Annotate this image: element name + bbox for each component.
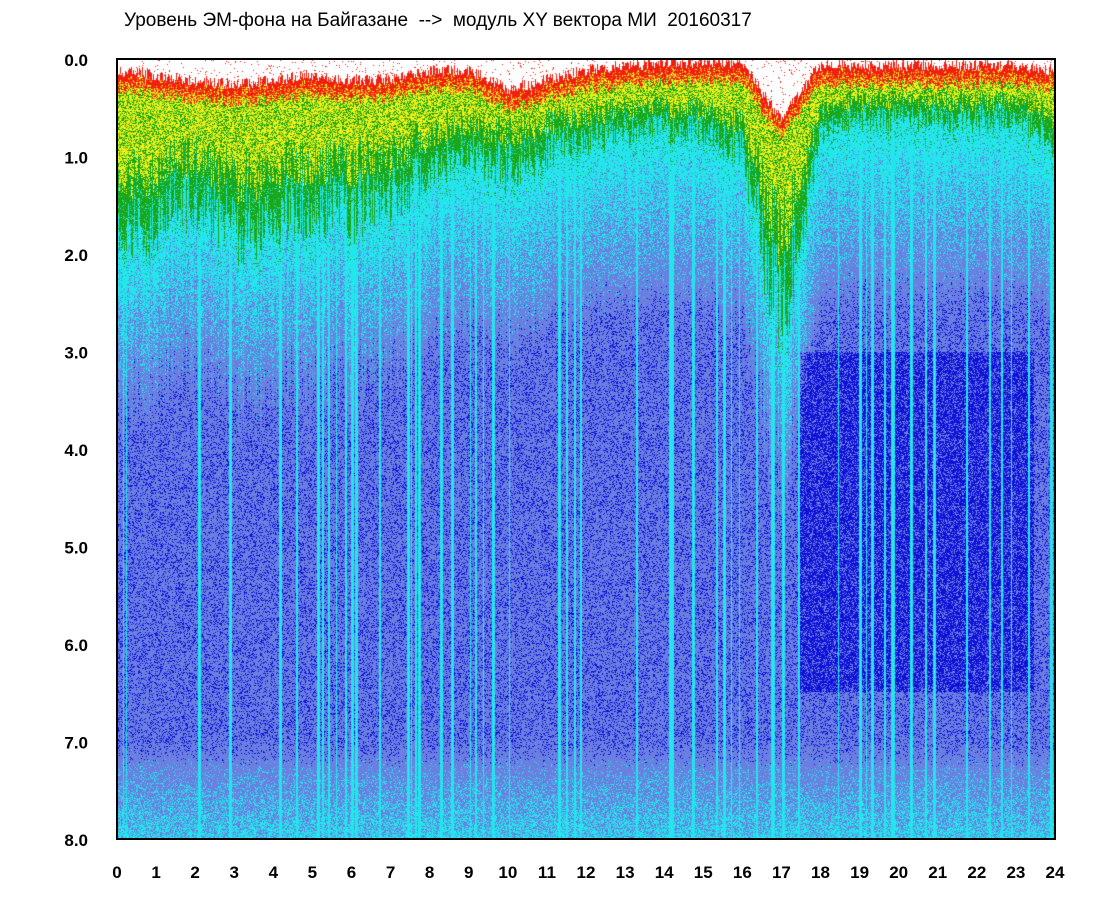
x-tick-label: 17 xyxy=(772,863,791,882)
x-tick-label: 11 xyxy=(538,863,556,882)
x-tick-label: 15 xyxy=(694,863,713,882)
y-axis-ticks: 0.0 1.0 2.0 3.0 4.0 5.0 6.0 7.0 8.0 xyxy=(64,51,88,850)
x-tick-label: 2 xyxy=(190,863,199,882)
x-tick-label: 13 xyxy=(616,863,635,882)
x-tick-label: 18 xyxy=(811,863,830,882)
plot-area xyxy=(116,58,1056,840)
x-tick-label: 19 xyxy=(850,863,869,882)
x-tick-label: 9 xyxy=(464,863,473,882)
y-tick-label: 0.0 xyxy=(64,51,88,70)
x-tick-label: 5 xyxy=(308,863,317,882)
x-tick-label: 10 xyxy=(498,863,517,882)
y-tick-label: 7.0 xyxy=(64,734,88,753)
x-tick-label: 1 xyxy=(151,863,160,882)
y-tick-label: 5.0 xyxy=(64,539,88,558)
x-tick-label: 22 xyxy=(967,863,986,882)
y-tick-label: 8.0 xyxy=(64,831,88,850)
x-tick-label: 3 xyxy=(230,863,239,882)
y-tick-label: 6.0 xyxy=(64,636,88,655)
x-tick-label: 23 xyxy=(1006,863,1025,882)
y-tick-label: 2.0 xyxy=(64,246,88,265)
heatmap-canvas xyxy=(118,60,1054,838)
x-axis-ticks: 0 1 2 3 4 5 6 7 8 9 10 11 12 13 14 15 16 17 18 19 20 21 22 23 24 xyxy=(112,863,1065,882)
x-tick-label: 0 xyxy=(112,863,121,882)
y-tick-label: 1.0 xyxy=(64,149,88,168)
x-tick-label: 6 xyxy=(347,863,356,882)
x-tick-label: 20 xyxy=(889,863,908,882)
y-tick-label: 3.0 xyxy=(64,344,88,363)
x-tick-label: 16 xyxy=(733,863,752,882)
x-tick-label: 12 xyxy=(577,863,596,882)
x-tick-label: 7 xyxy=(386,863,395,882)
y-tick-label: 4.0 xyxy=(64,441,88,460)
x-tick-label: 4 xyxy=(269,863,279,882)
x-tick-label: 24 xyxy=(1046,863,1065,882)
chart-title: Уровень ЭМ-фона на Байгазане --> модуль … xyxy=(124,10,752,31)
x-tick-label: 8 xyxy=(425,863,434,882)
x-tick-label: 14 xyxy=(655,863,674,882)
x-tick-label: 21 xyxy=(928,863,947,882)
